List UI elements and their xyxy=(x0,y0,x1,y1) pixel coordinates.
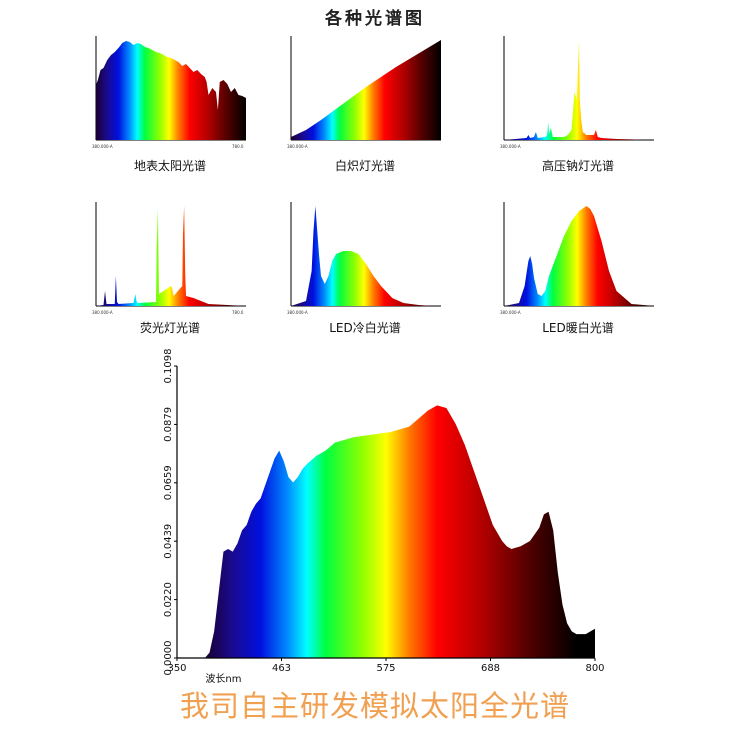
spectrum-area xyxy=(177,405,595,658)
spectrum-area xyxy=(291,40,441,140)
chart-led-warm-spectrum: 380.000-A xyxy=(500,202,654,315)
x-tick-label-end: 780.0 xyxy=(232,310,244,315)
y-tick-label: 0.0000 xyxy=(163,641,174,676)
caption-led-warm: LED暖白光谱 xyxy=(542,321,614,335)
x-tick-label: 463 xyxy=(272,663,291,674)
caption-incandescent: 白炽灯光谱 xyxy=(334,159,395,173)
y-tick-label: 0.0220 xyxy=(163,582,174,617)
main-chart-panel: 0.0000 0.0220 0.0439 0.0659 0.0879 0.1098 350 4… xyxy=(150,348,620,687)
chart-panel-sodium: 380.000-A 高压钠灯光谱 xyxy=(496,30,661,173)
chart-sodium-spectrum: 380.000-A xyxy=(500,36,654,149)
spectrum-area xyxy=(504,40,654,140)
x-axis-label: 波长nm xyxy=(205,672,241,683)
y-tick-label: 0.0659 xyxy=(163,465,174,500)
x-tick-label-end: 780.0 xyxy=(232,144,244,149)
page-title: 各种光谱图 xyxy=(325,9,425,29)
x-tick-label: 800 xyxy=(585,663,604,674)
spectrum-area xyxy=(504,206,654,306)
caption-sodium: 高压钠灯光谱 xyxy=(541,159,614,173)
caption-fluorescent: 荧光灯光谱 xyxy=(139,321,200,335)
chart-panel-incandescent: 380.000-A 白炽灯光谱 xyxy=(283,30,448,173)
x-tick-label-start: 380.000-A xyxy=(500,310,521,315)
x-tick-label-start: 380.000-A xyxy=(92,144,113,149)
chart-panel-fluorescent: 380.000-A 780.0 荧光灯光谱 xyxy=(88,196,253,335)
spectrum-area xyxy=(96,206,246,306)
company-slogan: 我司自主研发模拟太阳全光谱 xyxy=(179,689,570,723)
spectrum-area xyxy=(291,206,441,306)
x-tick-label: 350 xyxy=(167,663,186,674)
chart-simulated-full-spectrum: 0.0000 0.0220 0.0439 0.0659 0.0879 0.1098 350 4… xyxy=(163,349,605,686)
chart-panel-led-warm: 380.000-A LED暖白光谱 xyxy=(496,196,661,335)
x-tick-label-start: 380.000-A xyxy=(500,144,521,149)
x-tick-label-start: 380.000-A xyxy=(92,310,113,315)
caption-solar: 地表太阳光谱 xyxy=(133,159,206,173)
chart-panel-led-cool: 380.000-A LED冷白光谱 xyxy=(283,196,448,335)
y-tick-label: 0.0879 xyxy=(163,407,174,442)
chart-led-cool-spectrum: 380.000-A xyxy=(287,202,441,315)
chart-panel-solar: 380.000-A 780.0 地表太阳光谱 xyxy=(88,30,253,173)
x-tick-label-start: 380.000-A xyxy=(287,310,308,315)
y-tick-label: 0.1098 xyxy=(163,349,174,384)
spectrum-area xyxy=(96,41,246,140)
chart-solar-spectrum: 380.000-A 780.0 xyxy=(92,36,246,149)
x-tick-label: 575 xyxy=(376,663,395,674)
x-tick-label: 688 xyxy=(481,663,500,674)
chart-fluorescent-spectrum: 380.000-A 780.0 xyxy=(92,202,246,315)
chart-incandescent-spectrum: 380.000-A xyxy=(287,36,441,149)
x-tick-label-start: 380.000-A xyxy=(287,144,308,149)
y-tick-label: 0.0439 xyxy=(163,524,174,559)
caption-led-cool: LED冷白光谱 xyxy=(329,321,401,335)
